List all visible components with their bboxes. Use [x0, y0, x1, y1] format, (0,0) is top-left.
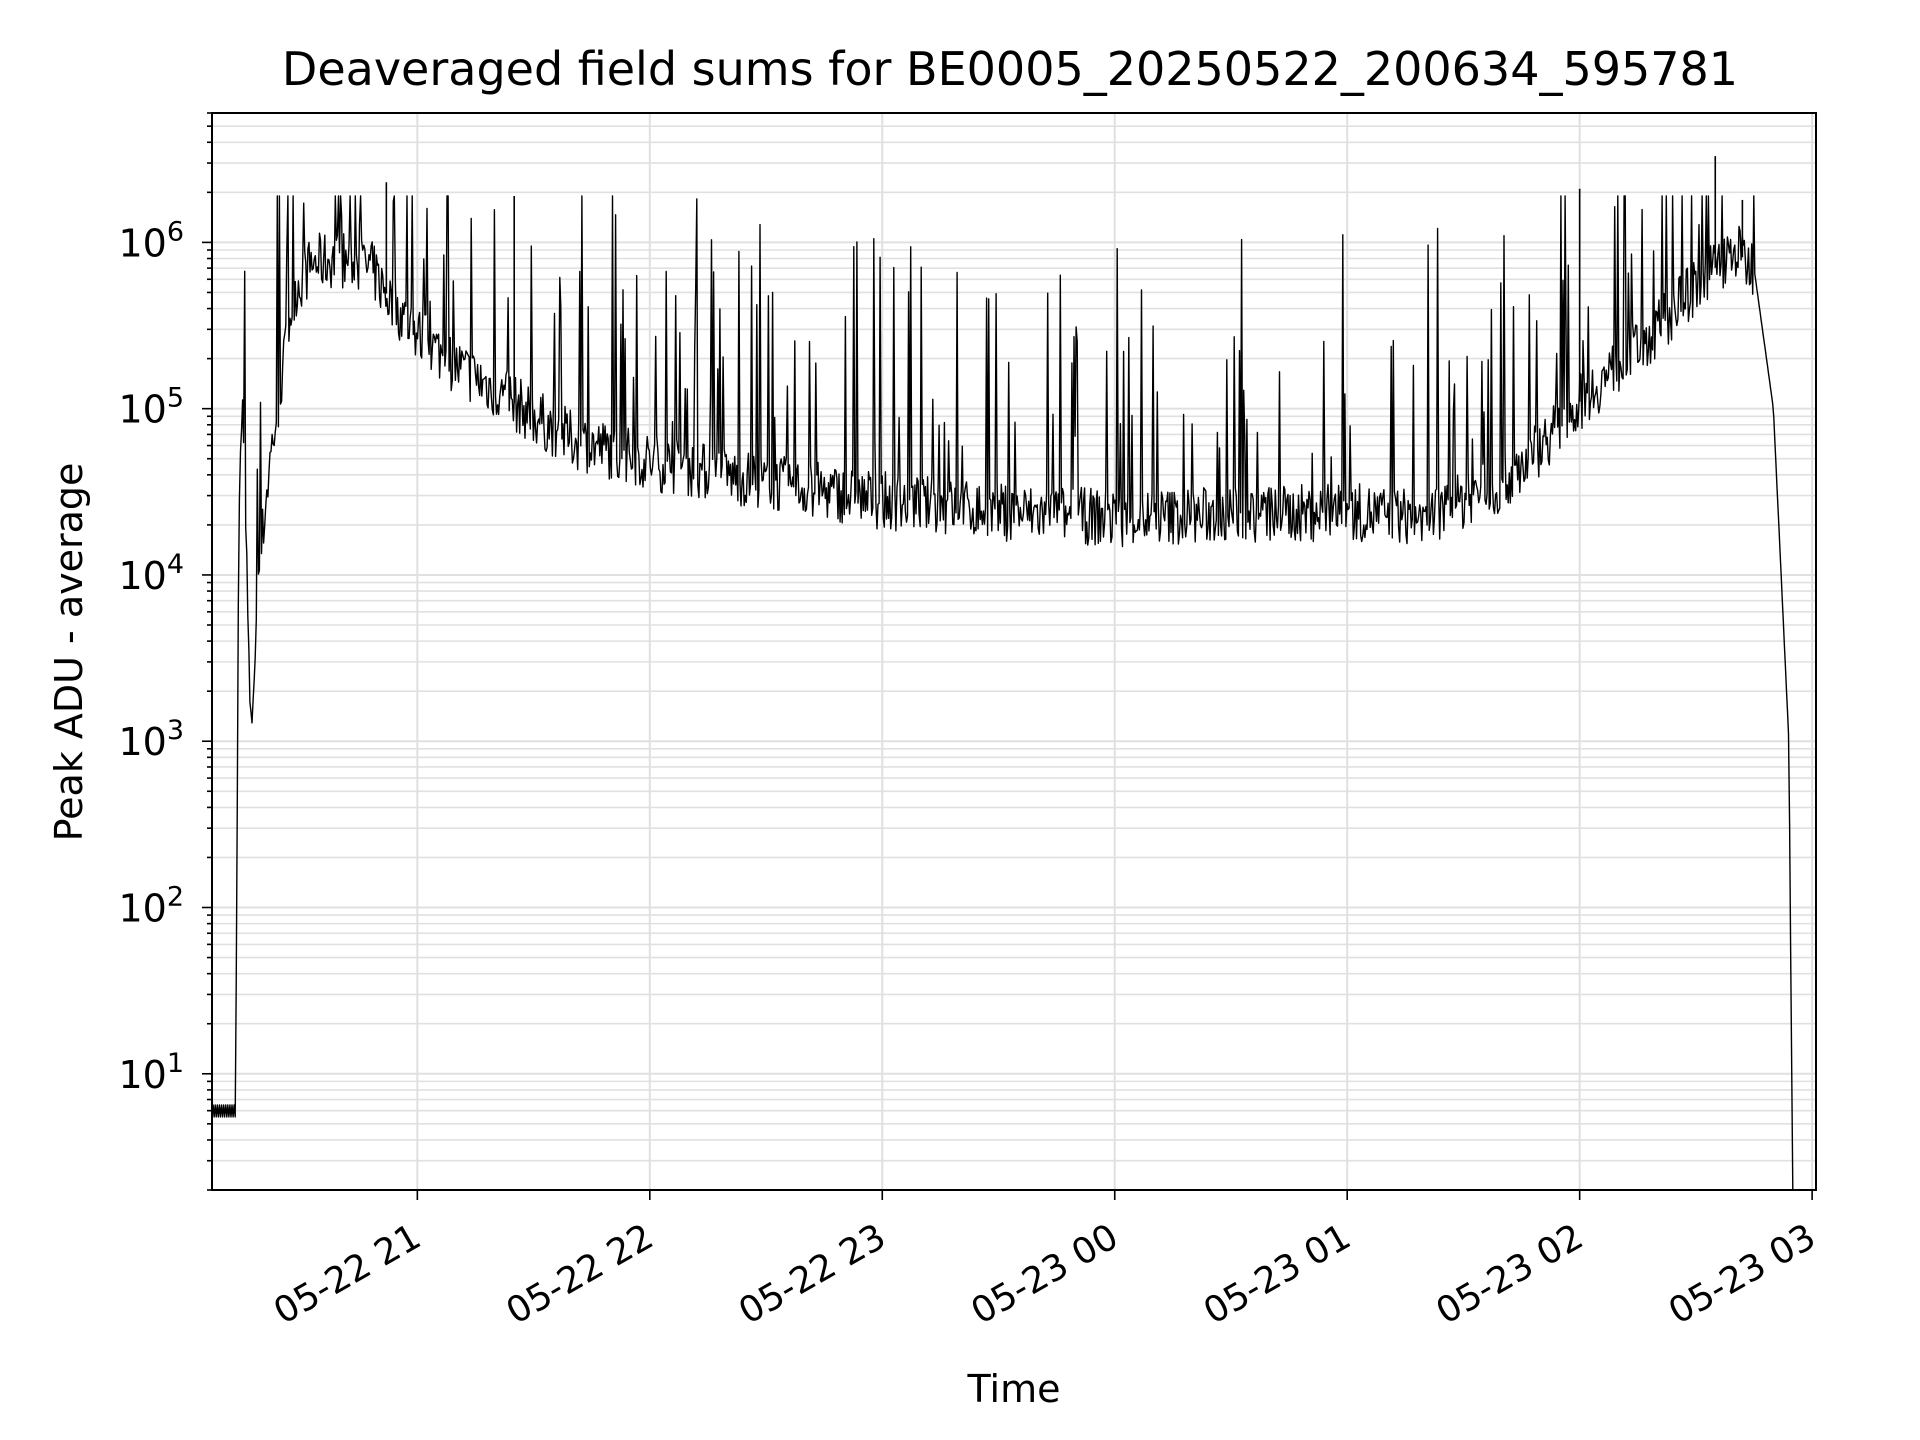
y-tick-label-exponent: 2	[167, 881, 184, 912]
y-tick-label-exponent: 4	[167, 549, 184, 580]
x-axis-label: Time	[967, 1367, 1061, 1411]
plot-frame	[211, 112, 1817, 1191]
y-tick-label: 105	[118, 383, 184, 432]
y-tick-label: 106	[118, 216, 184, 265]
y-tick-label-base: 10	[118, 720, 166, 764]
y-tick-label-exponent: 6	[167, 216, 184, 247]
y-axis-label: Peak ADU - average	[47, 463, 91, 842]
y-tick-label-base: 10	[118, 388, 166, 432]
y-tick-label-base: 10	[118, 554, 166, 598]
y-tick-label-base: 10	[118, 221, 166, 265]
y-tick-label: 102	[118, 881, 184, 930]
y-tick-label-exponent: 5	[167, 383, 184, 414]
y-tick-label-base: 10	[118, 886, 166, 930]
y-tick-label-exponent: 1	[167, 1048, 184, 1079]
chart-title: Deaveraged field sums for BE0005_2025052…	[282, 42, 1738, 96]
y-tick-label: 104	[118, 549, 184, 598]
grid	[212, 112, 1816, 1191]
y-tick-label-exponent: 3	[167, 715, 184, 746]
series	[211, 156, 1794, 1191]
y-tick-label: 101	[118, 1048, 184, 1097]
series-line	[211, 195, 1794, 1191]
y-tick-label-base: 10	[118, 1053, 166, 1097]
y-tick-label: 103	[118, 715, 184, 764]
